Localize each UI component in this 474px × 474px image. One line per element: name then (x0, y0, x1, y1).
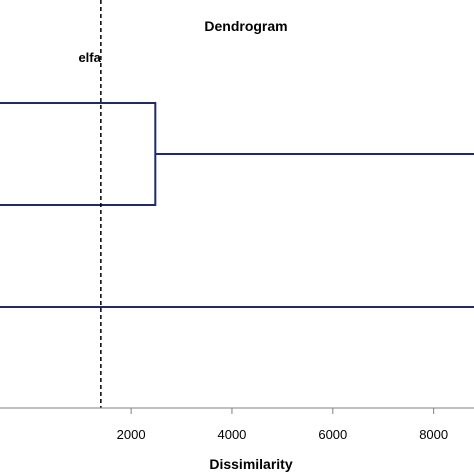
x-axis-label: Dissimilarity (209, 456, 292, 472)
x-tick-label: 8000 (419, 427, 448, 442)
x-tick-label: 2000 (117, 427, 146, 442)
chart-title: Dendrogram (204, 18, 287, 34)
x-axis-ticks: 2000 4000 6000 8000 (117, 408, 448, 442)
x-tick-label: 6000 (318, 427, 347, 442)
x-tick-label: 4000 (217, 427, 246, 442)
plot-area: elfa (0, 0, 474, 408)
threshold-label: elfa (78, 50, 101, 65)
dendrogram-link (0, 102, 157, 206)
